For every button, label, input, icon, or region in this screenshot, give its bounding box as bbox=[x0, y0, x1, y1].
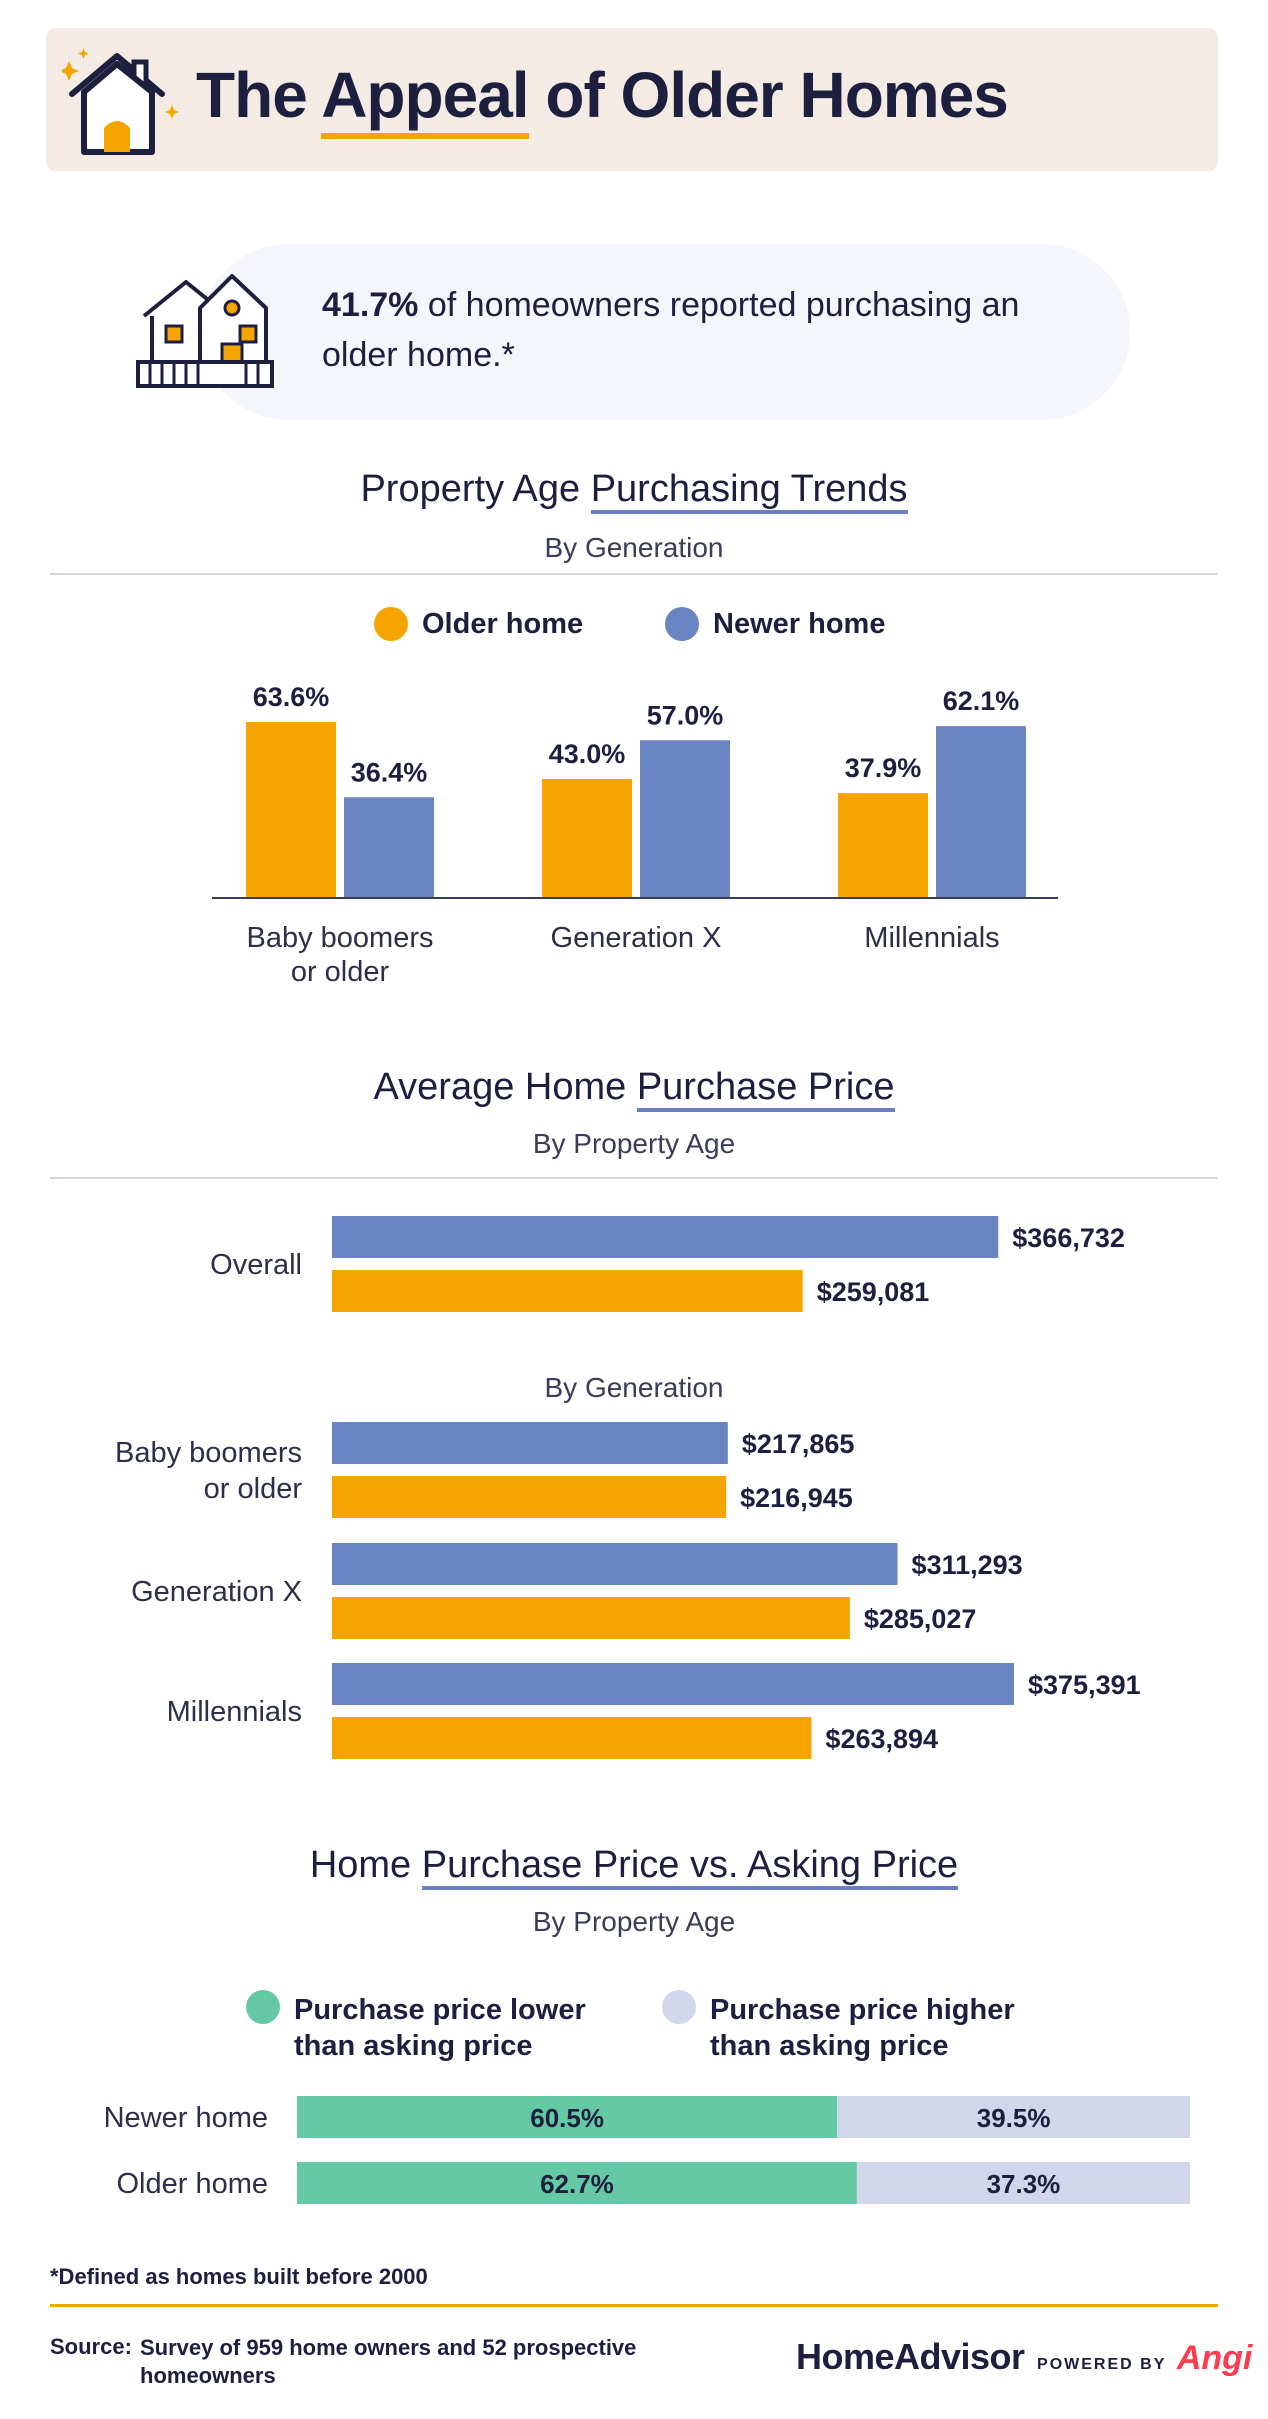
section3-subtitle: By Property Age bbox=[532, 1906, 736, 1937]
legend-label-higher: Purchase price higher than asking price bbox=[710, 1994, 1015, 2062]
bar-value-label: 37.9% bbox=[845, 753, 922, 783]
row-label: Millennials bbox=[167, 1696, 302, 1728]
section3-title-highlight: Purchase Price vs. Asking Price bbox=[421, 1844, 959, 1890]
source-label: Source: bbox=[50, 2334, 132, 2359]
category-label: Baby boomers bbox=[247, 922, 434, 954]
hbar-older-0 bbox=[332, 1270, 803, 1312]
bar-value-label: 62.1% bbox=[943, 686, 1020, 716]
header-banner bbox=[46, 28, 1218, 171]
stack-segment-higher-0 bbox=[837, 2096, 1190, 2138]
hbar-value-label: $311,293 bbox=[912, 1550, 1023, 1580]
hbar-older-3 bbox=[332, 1717, 812, 1759]
hbar-older-2 bbox=[332, 1597, 850, 1639]
footnote: *Defined as homes built before 2000 bbox=[50, 2264, 428, 2289]
section3-title: Home Purchase Price vs. Asking Price bbox=[0, 1844, 1268, 1890]
bar-older-1 bbox=[542, 779, 632, 898]
bar-value-label: 43.0% bbox=[549, 739, 626, 769]
hbar-newer-0 bbox=[332, 1216, 999, 1258]
hbar-value-label: $375,391 bbox=[1028, 1670, 1141, 1700]
brand-name: HomeAdvisor bbox=[796, 2336, 1025, 2377]
row-label: Overall bbox=[210, 1249, 302, 1281]
bar-newer-1 bbox=[640, 740, 730, 898]
stat-text: 41.7% of homeowners reported purchasing … bbox=[322, 280, 1082, 380]
footer-divider bbox=[50, 2304, 1218, 2307]
section2-title: Average Home Purchase Price bbox=[0, 1066, 1268, 1112]
hbar-newer-2 bbox=[332, 1543, 898, 1585]
bar-value-label: 63.6% bbox=[253, 682, 330, 712]
hbar-value-label: $217,865 bbox=[742, 1429, 855, 1459]
bar-newer-0 bbox=[344, 797, 434, 898]
category-label: or older bbox=[291, 956, 390, 988]
stack-value-label: 39.5% bbox=[977, 2103, 1051, 2133]
divider bbox=[50, 573, 1218, 575]
stack-value-label: 60.5% bbox=[530, 2103, 604, 2133]
section2-inner-subtitle: By Generation bbox=[544, 1372, 724, 1403]
hbar-newer-1 bbox=[332, 1422, 728, 1464]
hbar-value-label: $285,027 bbox=[864, 1604, 977, 1634]
hbar-value-label: $366,732 bbox=[1012, 1223, 1125, 1253]
category-label: Millennials bbox=[864, 922, 999, 954]
stack-segment-lower-1 bbox=[297, 2162, 857, 2204]
stat-callout bbox=[200, 244, 1130, 420]
stack-value-label: 62.7% bbox=[540, 2169, 614, 2199]
bar-newer-2 bbox=[936, 726, 1026, 898]
house-illustration-icon bbox=[136, 274, 274, 388]
section1-title: Property Age Purchasing Trends bbox=[0, 468, 1268, 514]
legend-label-older: Older home bbox=[422, 608, 584, 640]
legend-label-lower: Purchase price lower than asking price bbox=[294, 1994, 586, 2062]
source-text: Survey of 959 home owners and 52 prospec… bbox=[140, 2335, 637, 2388]
hbar-older-1 bbox=[332, 1476, 727, 1518]
stack-segment-lower-0 bbox=[297, 2096, 838, 2138]
stack-segment-higher-1 bbox=[856, 2162, 1190, 2204]
legend-label-newer: Newer home bbox=[713, 608, 886, 640]
asking-price-stacked-chart: 60.5% 39.5% Newer home 62.7% 37.3% Older home bbox=[104, 2096, 1190, 2204]
angi-logo: Angi bbox=[1176, 2339, 1253, 2377]
row-label: Generation X bbox=[131, 1576, 302, 1608]
title-highlight: Appeal bbox=[321, 59, 530, 139]
bar-older-2 bbox=[838, 793, 928, 898]
row-label: or older bbox=[204, 1473, 303, 1505]
legend-swatch-lower bbox=[246, 1990, 280, 2024]
stack-value-label: 37.3% bbox=[987, 2169, 1061, 2199]
row-label: Baby boomers bbox=[115, 1437, 302, 1469]
legend-swatch-higher bbox=[662, 1990, 696, 2024]
brand-logo: HomeAdvisor POWERED BY Angi bbox=[796, 2336, 1252, 2378]
section1-title-highlight: Purchasing Trends bbox=[590, 468, 908, 514]
bar-value-label: 57.0% bbox=[647, 700, 724, 730]
divider bbox=[50, 1177, 1218, 1179]
page-title: The Appeal of Older Homes bbox=[196, 58, 1009, 139]
hbar-value-label: $216,945 bbox=[740, 1483, 853, 1513]
legend-swatch-older bbox=[374, 607, 408, 641]
bar-value-label: 36.4% bbox=[351, 757, 428, 787]
purchase-price-bar-chart: $366,732 $259,081 Overall $217,865 $216,945 B… bbox=[115, 1216, 1141, 1759]
stat-description: of homeowners reported purchasing an old… bbox=[322, 286, 1020, 374]
house-icon bbox=[62, 48, 179, 155]
legend-swatch-newer bbox=[665, 607, 699, 641]
powered-by: POWERED BY bbox=[1037, 2356, 1167, 2373]
section2-title-highlight: Purchase Price bbox=[636, 1066, 895, 1112]
category-label: Generation X bbox=[551, 922, 722, 954]
section1-subtitle: By Generation bbox=[544, 532, 724, 563]
row-label: Newer home bbox=[104, 2102, 268, 2134]
hbar-value-label: $259,081 bbox=[817, 1277, 930, 1307]
stat-value: 41.7% bbox=[322, 286, 419, 324]
row-label: Older home bbox=[116, 2168, 268, 2200]
section2-subtitle: By Property Age bbox=[532, 1128, 736, 1159]
hbar-value-label: $263,894 bbox=[825, 1724, 938, 1754]
bar-older-0 bbox=[246, 722, 336, 898]
hbar-newer-3 bbox=[332, 1663, 1014, 1705]
